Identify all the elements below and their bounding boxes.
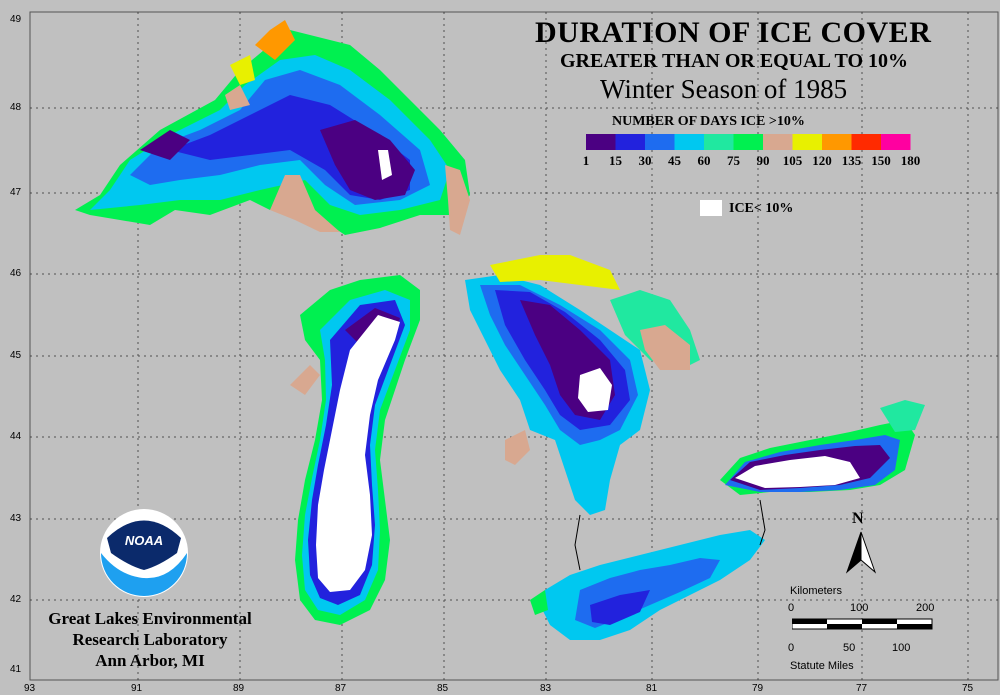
lat-label: 44 [10,431,22,442]
lake-ontario [720,400,925,495]
lon-label: 87 [335,683,347,694]
legend-swatch [704,134,734,150]
lat-label: 47 [10,187,22,198]
legend-swatch [792,134,822,150]
org-name-line2: Research Laboratory [72,630,228,649]
org-name-line1: Great Lakes Environmental [48,609,252,628]
north-label: N [852,510,864,527]
lon-label: 79 [752,683,764,694]
lat-label: 46 [10,268,22,279]
ice-less-10-label: ICE< 10% [729,201,794,216]
lon-label: 91 [131,683,143,694]
legend-tick-label: 45 [668,153,682,168]
noaa-logo-text: NOAA [125,533,163,548]
lat-label: 49 [10,14,22,25]
lat-label: 41 [10,664,22,675]
legend-swatch [733,134,763,150]
legend-swatch [586,134,616,150]
legend-tick-label: 90 [757,153,770,168]
scale-km-tick: 0 [788,602,795,614]
lake-superior [75,20,470,235]
legend-swatch [674,134,704,150]
lat-label: 42 [10,594,22,605]
lake-huron [465,255,700,515]
legend-tick-label: 135 [842,153,862,168]
map-subtitle: GREATER THAN OR EQUAL TO 10% [560,50,909,72]
scale-mi-tick: 100 [892,642,911,654]
lon-label: 77 [856,683,868,694]
scale-mi-tick: 50 [843,642,856,654]
scale-mi-title: Statute Miles [790,660,854,672]
lon-label: 83 [540,683,552,694]
legend-tick-label: 30 [639,153,652,168]
color-legend: 1 15 30 45 60 75 90 105 120 135 150 180 [583,134,921,168]
legend-tick-label: 120 [812,153,832,168]
lake-michigan [290,275,420,625]
lon-label: 75 [962,683,974,694]
lon-label: 93 [24,683,36,694]
legend-swatch [851,134,881,150]
legend-tick-label: 15 [609,153,623,168]
lat-label: 43 [10,513,22,524]
lat-label: 48 [10,102,22,113]
legend-swatch [822,134,852,150]
ice-less-10-swatch [700,200,722,216]
legend-tick-label: 75 [727,153,741,168]
legend-tick-label: 180 [901,153,921,168]
lon-label: 85 [437,683,449,694]
org-location: Ann Arbor, MI [95,651,205,670]
north-arrow-icon [845,531,877,574]
legend-tick-label: 60 [698,153,711,168]
map-title: DURATION OF ICE COVER [535,16,932,49]
scale-km-tick: 100 [850,602,869,614]
noaa-logo: NOAA [100,509,188,597]
legend-tick-label: 105 [783,153,803,168]
legend-swatch [881,134,911,150]
scale-mi-tick: 0 [788,642,795,654]
legend-swatch [645,134,675,150]
season-label: Winter Season of 1985 [600,74,848,104]
legend-swatch [615,134,645,150]
legend-tick-label: 150 [871,153,891,168]
lon-label: 81 [646,683,658,694]
legend-title: NUMBER OF DAYS ICE >10% [612,114,805,129]
scale-bar [792,618,933,630]
legend-swatch [763,134,793,150]
lat-label: 45 [10,350,22,361]
lon-label: 89 [233,683,245,694]
lake-erie [530,530,765,640]
legend-tick-label: 1 [583,153,590,168]
scale-km-tick: 200 [916,602,935,614]
scale-km-title: Kilometers [790,585,842,597]
